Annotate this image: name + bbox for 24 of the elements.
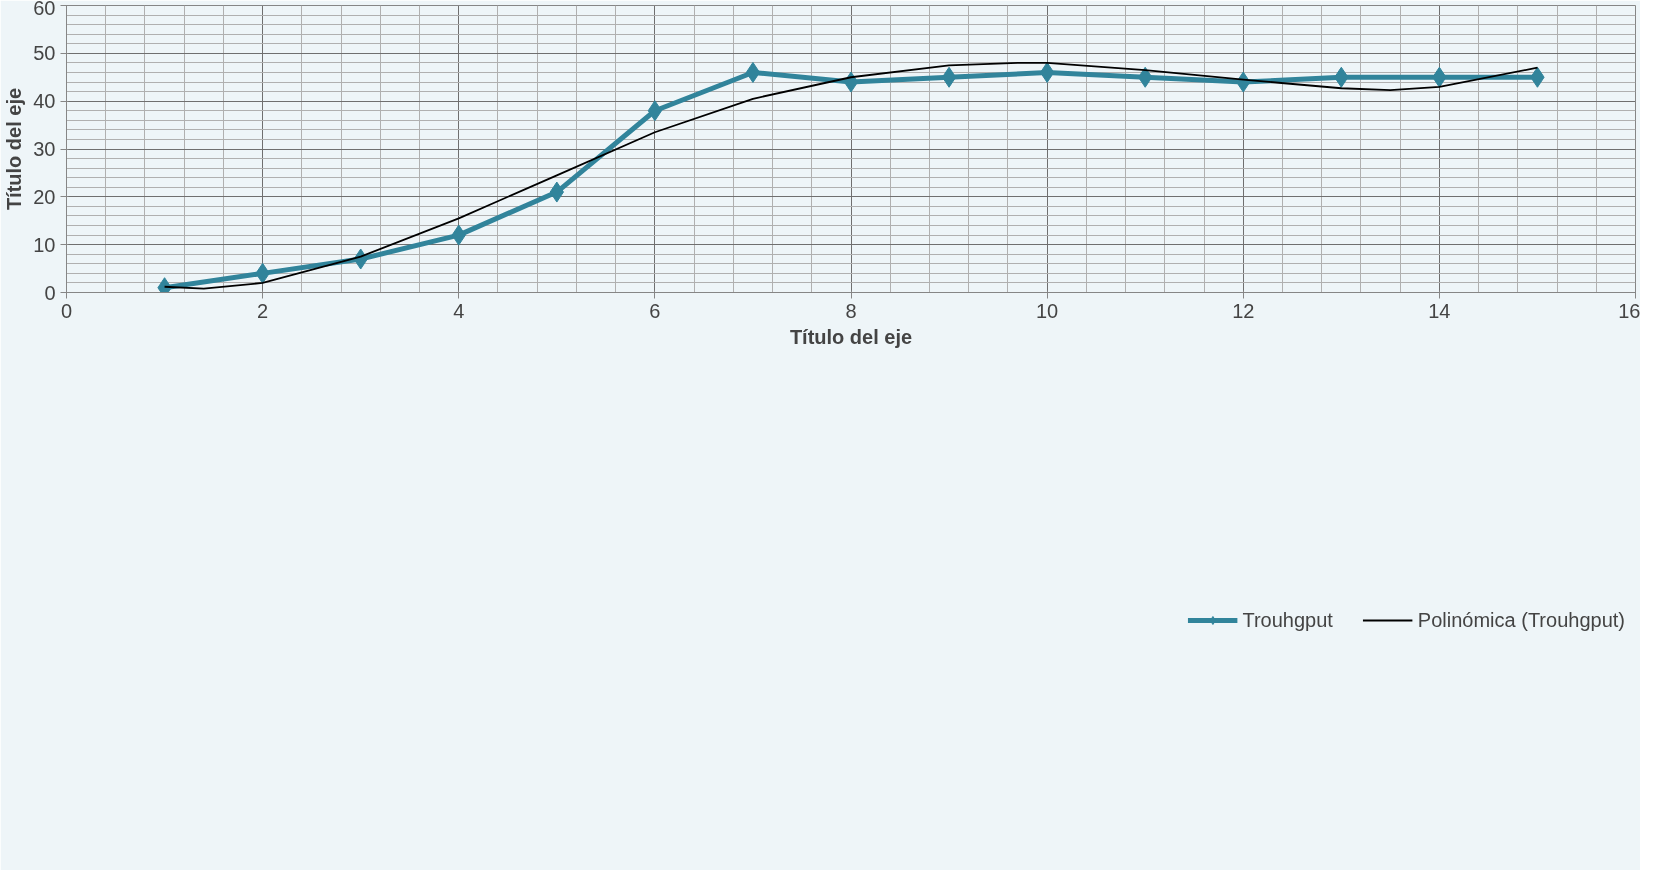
x-tick-label: 2 — [257, 299, 269, 322]
point — [1039, 61, 1055, 83]
point — [941, 66, 957, 88]
y-tick-label: 20 — [33, 185, 56, 208]
y-tick-label: 60 — [33, 0, 56, 19]
x-tick-label: 4 — [453, 299, 465, 322]
y-tick-label: 10 — [33, 233, 56, 256]
x-tick-label: 8 — [845, 299, 857, 322]
legend-label: Polinómica (Trouhgput) — [1417, 608, 1625, 632]
x-tick-label: 6 — [649, 299, 661, 322]
x-tick-label: 10 — [1036, 299, 1059, 322]
y-tick-label: 0 — [44, 281, 56, 304]
y-axis-title: Título del eje — [3, 87, 26, 211]
x-tick-label: 14 — [1428, 299, 1451, 322]
x-tick-label: 12 — [1232, 299, 1255, 322]
y-tick-label: 30 — [33, 138, 56, 160]
y-tick-label: 50 — [33, 42, 56, 65]
legend-label: Trouhgput — [1242, 608, 1333, 632]
point — [647, 100, 663, 122]
x-tick-label: 16 — [1618, 299, 1641, 322]
y-tick-label: 40 — [33, 90, 56, 113]
x-axis-title: Título del eje — [789, 325, 913, 348]
point — [745, 61, 761, 83]
x-tick-label: 0 — [60, 299, 73, 322]
